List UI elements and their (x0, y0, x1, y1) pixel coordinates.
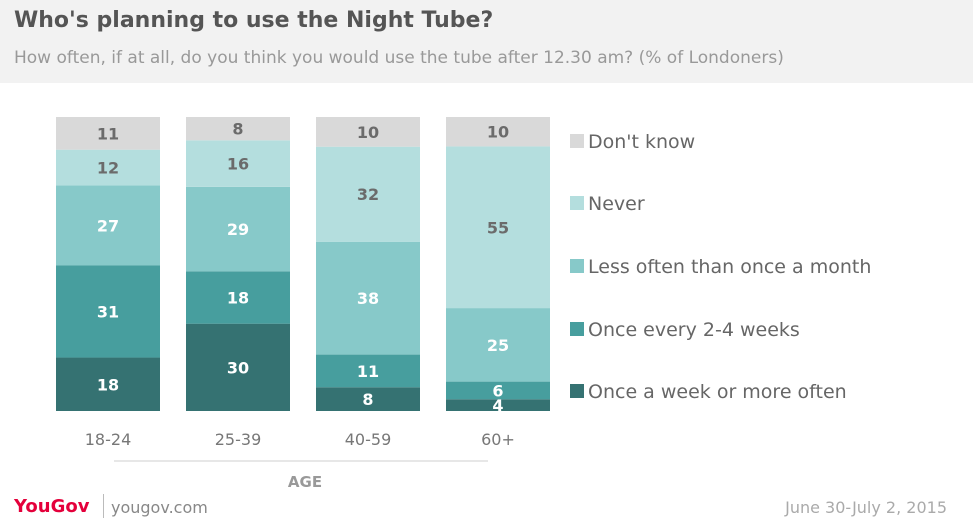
bar-segment (316, 117, 420, 147)
x-tick-label: 25-39 (215, 430, 262, 449)
data-label: 32 (357, 185, 379, 204)
survey-date: June 30-July 2, 2015 (785, 498, 947, 517)
x-tick-label: 40-59 (345, 430, 392, 449)
bar-segment (186, 271, 290, 324)
bar-segment (446, 146, 550, 309)
x-tick-label: 18-24 (85, 430, 132, 449)
legend-entry: Never (588, 193, 645, 215)
data-label: 38 (357, 289, 379, 308)
chart-title: Who's planning to use the Night Tube? (14, 8, 494, 33)
footer-site-link[interactable]: yougov.com (111, 498, 208, 517)
bar-segment (316, 354, 420, 388)
bar-segment (186, 117, 290, 141)
x-tick-label: 60+ (481, 430, 515, 449)
data-label: 16 (227, 155, 249, 174)
bar-segment (446, 308, 550, 382)
chart-subtitle: How often, if at all, do you think you w… (14, 48, 784, 68)
bar-segment (316, 241, 420, 355)
bar-segment (186, 323, 290, 411)
data-label: 6 (492, 381, 503, 400)
legend-swatch (570, 322, 584, 336)
bar-segment (56, 265, 160, 358)
bar-segment (316, 146, 420, 242)
data-label: 8 (362, 390, 373, 409)
data-label: 27 (97, 216, 119, 235)
data-label: 10 (487, 123, 509, 142)
bar-segment (56, 149, 160, 186)
bar-segment (316, 387, 420, 411)
data-label: 18 (97, 375, 119, 394)
bar-segment (446, 381, 550, 400)
bar-segment (186, 186, 290, 272)
data-label: 25 (487, 336, 509, 355)
data-label: 11 (97, 124, 119, 143)
bar-segment (56, 357, 160, 411)
footer-divider (103, 494, 104, 518)
data-label: 10 (357, 123, 379, 142)
data-label: 4 (492, 396, 503, 415)
data-label: 11 (357, 362, 379, 381)
legend-entry: Once a week or more often (588, 381, 847, 403)
data-label: 31 (97, 303, 119, 322)
bar-segment (446, 399, 550, 411)
legend-swatch (570, 259, 584, 273)
data-label: 55 (487, 218, 509, 237)
bar-segment (56, 185, 160, 266)
legend-swatch (570, 196, 584, 210)
data-label: 30 (227, 358, 249, 377)
data-label: 18 (227, 288, 249, 307)
legend-entry: Don't know (588, 131, 695, 153)
data-label: 29 (227, 220, 249, 239)
data-label: 8 (232, 120, 243, 139)
legend-entry: Once every 2-4 weeks (588, 319, 800, 341)
data-label: 12 (97, 158, 119, 177)
header-band: Who's planning to use the Night Tube? Ho… (0, 0, 973, 83)
legend-entry: Less often than once a month (588, 256, 871, 278)
x-axis-label: AGE (288, 473, 322, 491)
legend-swatch (570, 134, 584, 148)
bar-segment (56, 117, 160, 150)
bar-segment (186, 140, 290, 187)
yougov-logo: YouGov (14, 496, 90, 517)
bar-segment (446, 117, 550, 147)
legend-swatch (570, 384, 584, 398)
